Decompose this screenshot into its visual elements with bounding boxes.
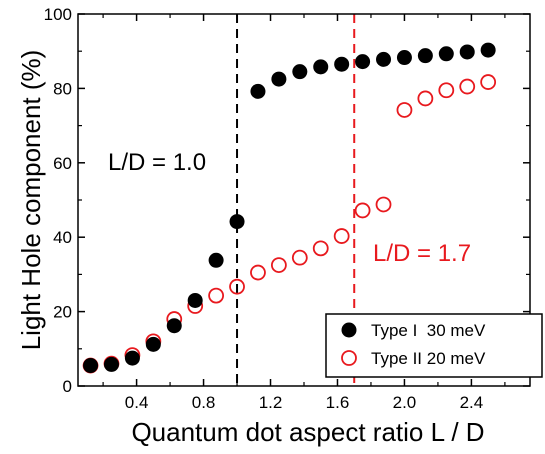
data-markers <box>82 42 497 374</box>
type-i-point <box>187 292 203 308</box>
type-ii-point <box>396 102 413 118</box>
type-ii-point <box>250 264 266 281</box>
type-ii-point <box>312 240 329 257</box>
legend: Type I 30 meV Type II 20 meV <box>325 313 543 378</box>
annotation-ld-1-0: L/D = 1.0 <box>108 149 206 176</box>
type-ii-point <box>270 257 287 274</box>
tick-labels: 0.4 0.8 1.2 1.6 2.0 2.4 0 20 40 60 80 100 <box>44 5 484 412</box>
y-tick-label: 60 <box>53 154 72 173</box>
type-i-point <box>480 42 496 58</box>
x-tick-label: 1.6 <box>326 393 350 412</box>
legend-box <box>325 313 543 378</box>
y-tick-label: 20 <box>53 303 72 322</box>
type-i-point <box>145 336 161 352</box>
legend-marker-type-i <box>341 322 357 338</box>
x-tick-label: 2.0 <box>393 393 417 412</box>
type-ii-point <box>229 278 245 295</box>
y-tick-label: 100 <box>44 5 72 24</box>
reference-lines <box>236 14 356 386</box>
type-ii-point <box>480 74 497 90</box>
y-tick-label: 0 <box>63 377 72 396</box>
type-i-point <box>459 44 475 60</box>
type-i-point <box>103 356 119 372</box>
y-tick-label: 80 <box>53 79 72 98</box>
axis-ticks <box>78 13 530 387</box>
type-i-point <box>396 50 412 66</box>
x-tick-label: 2.4 <box>460 393 484 412</box>
type-i-point <box>83 358 99 374</box>
type-i-point <box>438 46 454 62</box>
type-i-point <box>417 48 433 64</box>
type-i-point <box>124 350 140 366</box>
type-i-point <box>292 64 308 80</box>
legend-label-type-i: Type I 30 meV <box>371 321 486 340</box>
type-ii-point <box>375 196 392 213</box>
annotation-ld-1-7: L/D = 1.7 <box>373 240 471 267</box>
x-tick-label: 1.2 <box>259 393 283 412</box>
x-axis-title: Quantum dot aspect ratio L / D <box>131 417 484 447</box>
type-ii-point <box>291 249 308 266</box>
legend-marker-type-ii <box>341 350 357 366</box>
x-tick-label: 0.8 <box>192 393 216 412</box>
type-ii-point <box>354 202 371 219</box>
type-i-point <box>313 59 329 75</box>
y-tick-label: 40 <box>53 228 72 247</box>
type-ii-point <box>459 78 476 95</box>
type-i-point <box>166 318 182 334</box>
type-i-point <box>229 214 245 230</box>
legend-label-type-ii: Type II 20 meV <box>371 349 486 368</box>
x-tick-label: 0.4 <box>125 393 149 412</box>
type-ii-point <box>438 82 455 99</box>
y-axis-title: Light Hole component (%) <box>16 50 46 351</box>
type-i-point <box>208 252 224 268</box>
type-i-point <box>355 54 371 70</box>
type-ii-point <box>333 228 350 244</box>
type-i-point <box>334 56 350 72</box>
type-i-point <box>271 71 287 87</box>
type-i-point <box>250 83 266 99</box>
type-i-point <box>376 51 392 67</box>
type-ii-point <box>208 287 225 304</box>
type-ii-point <box>417 90 434 107</box>
